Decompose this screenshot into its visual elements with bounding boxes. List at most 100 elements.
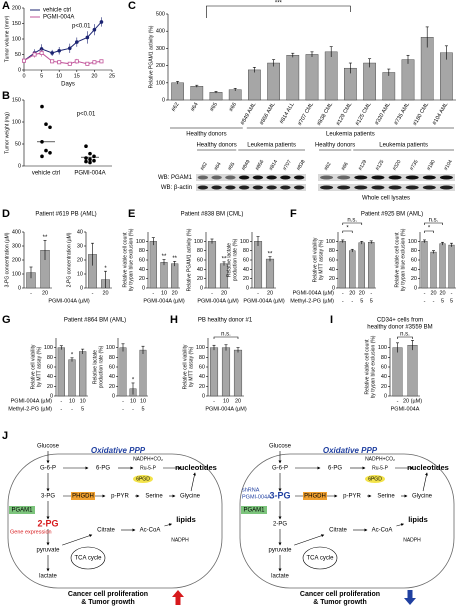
data-point xyxy=(48,125,52,130)
blot-row-label: WB: β-actin xyxy=(161,185,192,191)
data-point xyxy=(88,160,92,165)
x-tick-label: 10 xyxy=(69,398,75,404)
y-axis-label: by trypan blue exclusion (%) xyxy=(400,228,406,291)
blot-row-label: WB: PGAM1 xyxy=(158,175,193,181)
lane-label: #65 xyxy=(227,161,236,171)
pathway-title: Oxidative PPP xyxy=(323,446,378,455)
data-point xyxy=(39,50,44,55)
annotation: p<0.01 xyxy=(77,112,96,118)
bar xyxy=(209,347,219,397)
x-tick-label: 20 (µM) xyxy=(403,398,422,404)
x-tick-label: #65 xyxy=(209,102,219,113)
y-tick-label: 100 xyxy=(12,119,21,125)
blot-caption: Whole cell lysates xyxy=(362,196,410,202)
y-axis-label: Tumor weight (mg) xyxy=(4,112,10,154)
enzyme-box xyxy=(365,475,385,483)
data-point xyxy=(99,20,104,24)
y-tick-label: 400 xyxy=(12,229,21,235)
data-point xyxy=(67,61,72,66)
x-tick-label: 10 xyxy=(161,290,167,296)
group-label: Healthy donors xyxy=(315,143,355,149)
blot-strip xyxy=(318,174,455,181)
x-tick-label: - xyxy=(211,290,213,296)
pathway-node: p-PYR xyxy=(343,494,361,500)
y-axis-label: 2-PG concentration (µM) xyxy=(66,232,72,287)
pathway-arrow xyxy=(294,534,325,546)
y-tick-label: 20 xyxy=(139,276,145,282)
x-tick-label: 20 xyxy=(91,73,97,79)
x-tick-label: 20 xyxy=(359,290,365,296)
enzyme-box xyxy=(71,492,95,500)
y-tick-label: 0 xyxy=(50,393,53,399)
data-point xyxy=(40,104,44,109)
blot-band xyxy=(211,175,222,180)
bracket xyxy=(397,336,413,339)
bar xyxy=(324,51,338,101)
data-point xyxy=(74,59,79,64)
chart-title: healthy donor #3559 BM xyxy=(367,325,432,331)
bar xyxy=(171,263,179,289)
y-tick-label: 200 xyxy=(156,63,165,69)
y-tick-label: 60 xyxy=(411,257,417,263)
lane-label: #707 xyxy=(282,159,293,172)
y-tick-label: 0 xyxy=(332,285,335,291)
panel-letter: D xyxy=(2,208,10,220)
x-tick-label: #129 CML xyxy=(335,102,353,127)
y-tick-label: 60 xyxy=(243,257,249,263)
y-tick-label: 0 xyxy=(142,285,145,291)
bar xyxy=(190,86,204,101)
data-point xyxy=(92,27,97,32)
y-axis-label: production rate (%) xyxy=(98,345,104,388)
outcome-label: & Tumor growth xyxy=(313,599,367,606)
data-point xyxy=(99,59,104,64)
x-axis-label: PGMI-004A (µM) xyxy=(48,298,90,304)
pathway-arrow xyxy=(62,534,93,546)
x-tick-label: 20 xyxy=(267,290,273,296)
cell-membrane xyxy=(239,453,455,589)
x-tick-label: 15 xyxy=(74,73,80,79)
x-tick-label: #320 AML xyxy=(374,102,392,126)
y-tick-label: 20 xyxy=(329,276,335,282)
y-axis-label: Relative viable cell count xyxy=(394,232,400,288)
y-tick-label: 100 xyxy=(12,36,21,42)
y-tick-label: 50 xyxy=(15,141,21,147)
lane-label: #104 xyxy=(443,159,454,172)
pathway-node: Citrate xyxy=(329,528,347,534)
y-tick-label: 100 xyxy=(196,345,205,351)
y-axis-label: Relative cell viability xyxy=(312,237,318,282)
y-tick-label: 40 xyxy=(47,374,53,380)
data-point xyxy=(84,156,88,160)
pathway-node: Glucose xyxy=(269,444,292,450)
x-tick-label: - xyxy=(30,290,32,296)
x-axis-label: PGMI-004A (µM) xyxy=(243,298,285,304)
pathway-title: Oxidative PPP xyxy=(91,446,146,455)
y-axis-label: by trypan blue exclusion (%) xyxy=(128,228,134,291)
y-tick-label: 40 xyxy=(197,267,203,273)
bar xyxy=(363,62,376,101)
data-point xyxy=(92,154,96,159)
blot-band xyxy=(405,175,419,180)
x-tick-label: 20 xyxy=(102,290,108,296)
data-point xyxy=(32,52,37,57)
group-label: Leukemia patients xyxy=(326,132,375,138)
x-tick-label: 20 xyxy=(42,290,48,296)
y-tick-label: 40 xyxy=(139,267,145,273)
legend-label: PGMI-004A xyxy=(43,15,74,21)
y-tick-label: 0 xyxy=(80,285,83,291)
pathway-node: 3-PG xyxy=(41,494,55,500)
bracket-label: n.s. xyxy=(429,218,439,224)
y-tick-label: 40 xyxy=(411,267,417,273)
annotation: *** xyxy=(275,1,283,7)
y-axis-label: by MTT assay (%) xyxy=(36,346,42,387)
pathway-node: Glycine xyxy=(180,494,201,500)
x-tick-label: 20 xyxy=(349,290,355,296)
significance: ** xyxy=(222,256,227,262)
blot-band xyxy=(252,175,264,180)
blot-band xyxy=(293,185,305,190)
enzyme-box xyxy=(303,492,327,500)
data-point xyxy=(44,148,48,153)
significance: ** xyxy=(43,235,48,241)
x-tick-label: PGMI-004A xyxy=(74,171,105,177)
bar xyxy=(233,349,243,397)
